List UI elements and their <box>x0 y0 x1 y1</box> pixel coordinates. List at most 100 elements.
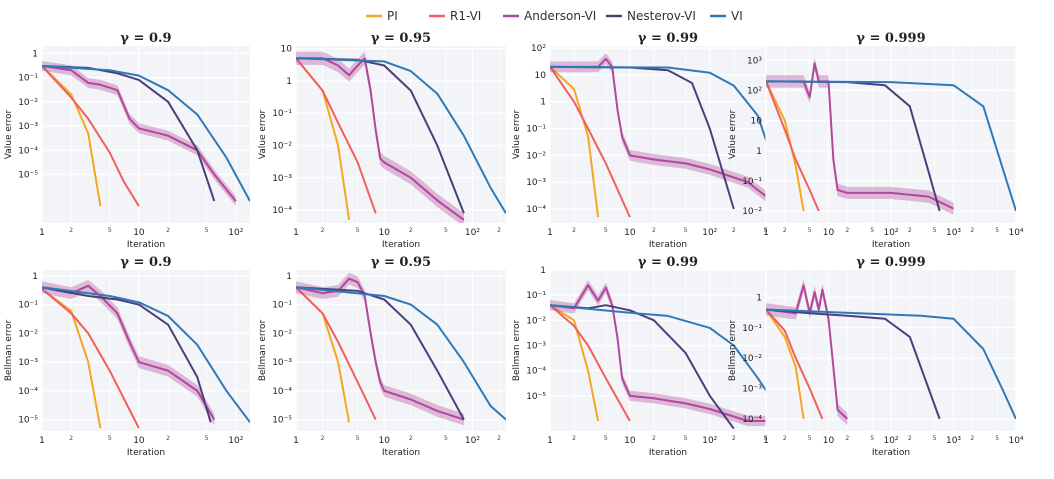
x-tick-label: 2 <box>166 435 170 442</box>
y-tick-label: 10⁻¹ <box>18 301 38 311</box>
plot-area <box>550 46 786 223</box>
x-tick-label: 5 <box>356 227 360 234</box>
legend-item-r1-vi: R1-VI <box>429 9 481 23</box>
x-tick-label: 2 <box>732 435 736 442</box>
x-tick-label: 2 <box>69 227 73 234</box>
x-tick-label: 10² <box>465 228 480 238</box>
x-axis-label: Iteration <box>127 240 165 250</box>
y-axis-label: Value error <box>4 110 14 160</box>
series-line-r1-vi <box>550 66 631 218</box>
series-line-r1-vi <box>550 304 631 422</box>
y-axis-label: Value error <box>258 110 268 160</box>
series-line-r1-vi <box>766 81 820 212</box>
x-tick-label: 5 <box>995 435 999 442</box>
panels: γ = 0.9 1 2 5 10 2 5 10² 1 10⁻¹ 10⁻² 10⁻³ 10⁻⁴ 10⁻⁵ It… <box>4 31 1024 458</box>
y-tick-label: 10⁻³ <box>272 358 292 368</box>
x-tick-label: 1 <box>293 436 299 446</box>
y-tick-label: 10⁻¹ <box>526 125 546 135</box>
x-tick-label: 2 <box>970 227 974 234</box>
x-tick-label: 10² <box>228 228 243 238</box>
x-axis-label: Iteration <box>382 240 420 250</box>
x-tick-label: 1 <box>39 436 45 446</box>
x-tick-label: 10 <box>133 436 145 446</box>
y-tick-label: 10² <box>531 44 546 54</box>
panel-6: γ = 0.95 1 2 5 10 2 5 10² 2 1 10⁻¹ 10⁻² 10⁻³ 10⁻⁴ 10⁻⁵… <box>258 255 506 458</box>
y-tick-label: 10⁻³ <box>18 122 38 132</box>
x-tick-label: 5 <box>764 435 768 442</box>
panel-title: γ = 0.9 <box>120 255 171 270</box>
x-tick-label: 10⁴ <box>1008 228 1023 238</box>
y-tick-label: 10⁻² <box>742 207 762 217</box>
series-line-vi <box>766 80 1016 212</box>
y-axis-label: Value error <box>512 110 522 160</box>
band-anderson-vi <box>550 53 772 207</box>
y-tick-label: 10 <box>281 45 293 55</box>
y-tick-label: 10⁻¹ <box>742 324 762 334</box>
y-tick-label: 10⁻² <box>272 142 292 152</box>
y-tick-label: 1 <box>540 98 546 108</box>
x-tick-label: 10 <box>133 228 145 238</box>
series-line-vi <box>766 308 1016 420</box>
y-tick-label: 10⁻⁵ <box>272 416 292 426</box>
x-tick-label: 2 <box>970 435 974 442</box>
y-axis-label: Bellman error <box>512 320 522 382</box>
x-tick-label: 2 <box>321 227 325 234</box>
panel-title: γ = 0.99 <box>638 31 698 46</box>
legend-label: Anderson-VI <box>524 9 596 23</box>
x-tick-label: 10 <box>379 228 391 238</box>
y-tick-label: 10⁻⁴ <box>272 206 292 216</box>
panel-3: γ = 0.99 1 2 5 10 2 5 10² 2 5 10² 10 1 10⁻¹ 10⁻² 10⁻³ 10… <box>512 31 786 250</box>
x-tick-label: 1 <box>763 436 769 446</box>
x-tick-label: 2 <box>652 227 656 234</box>
series-group <box>42 280 250 429</box>
x-axis-label: Iteration <box>872 448 910 458</box>
legend: PI R1-VI Anderson-VI Nesterov-VI VI <box>366 9 743 23</box>
y-tick-label: 10⁻¹ <box>742 177 762 187</box>
x-tick-label: 10² <box>702 228 717 238</box>
series-line-r1-vi <box>296 57 377 214</box>
x-tick-label: 10 <box>823 436 835 446</box>
y-tick-label: 10 <box>751 117 763 127</box>
y-tick-label: 1 <box>286 272 292 282</box>
x-tick-label: 5 <box>108 435 112 442</box>
series-line-anderson-vi <box>766 284 848 420</box>
x-tick-label: 1 <box>763 228 769 238</box>
band-anderson-vi <box>296 51 464 223</box>
series-line-r1-vi <box>42 65 140 207</box>
x-tick-label: 5 <box>205 227 209 234</box>
y-tick-label: 10⁻³ <box>526 178 546 188</box>
x-axis-label: Iteration <box>382 448 420 458</box>
panel-5: γ = 0.9 1 2 5 10 2 5 10² 1 10⁻¹ 10⁻² 10⁻³ 10⁻⁴ 10⁻⁵ It… <box>4 255 250 458</box>
x-tick-label: 5 <box>995 227 999 234</box>
x-tick-label: 2 <box>321 435 325 442</box>
x-tick-label: 10⁴ <box>1008 436 1023 446</box>
series-group <box>766 279 1016 426</box>
x-tick-label: 5 <box>870 227 874 234</box>
band-anderson-vi <box>550 280 772 427</box>
x-tick-label: 5 <box>684 435 688 442</box>
y-tick-label: 10⁻⁵ <box>18 416 38 426</box>
x-tick-label: 5 <box>356 435 360 442</box>
series-line-anderson-vi <box>42 284 216 421</box>
plot-area <box>296 270 506 431</box>
y-tick-label: 10⁻² <box>272 329 292 339</box>
y-tick-label: 10⁻⁴ <box>18 387 38 397</box>
y-tick-label: 10⁻² <box>18 329 38 339</box>
x-tick-label: 1 <box>293 228 299 238</box>
series-line-vi <box>296 286 506 421</box>
y-tick-label: 10⁻⁴ <box>18 146 38 156</box>
panel-title: γ = 0.99 <box>638 255 698 270</box>
y-tick-label: 10⁻¹ <box>526 291 546 301</box>
x-tick-label: 2 <box>908 227 912 234</box>
x-tick-label: 2 <box>572 227 576 234</box>
y-tick-label: 10³ <box>747 56 762 66</box>
series-line-nesterov-vi <box>296 286 465 421</box>
y-tick-label: 1 <box>540 266 546 276</box>
plot-area <box>296 46 506 223</box>
series-line-vi <box>550 304 786 422</box>
series-group <box>42 61 250 207</box>
series-line-pi <box>766 308 805 420</box>
x-tick-label: 10 <box>624 436 636 446</box>
legend-item-anderson-vi: Anderson-VI <box>503 9 596 23</box>
series-line-vi <box>42 65 250 202</box>
